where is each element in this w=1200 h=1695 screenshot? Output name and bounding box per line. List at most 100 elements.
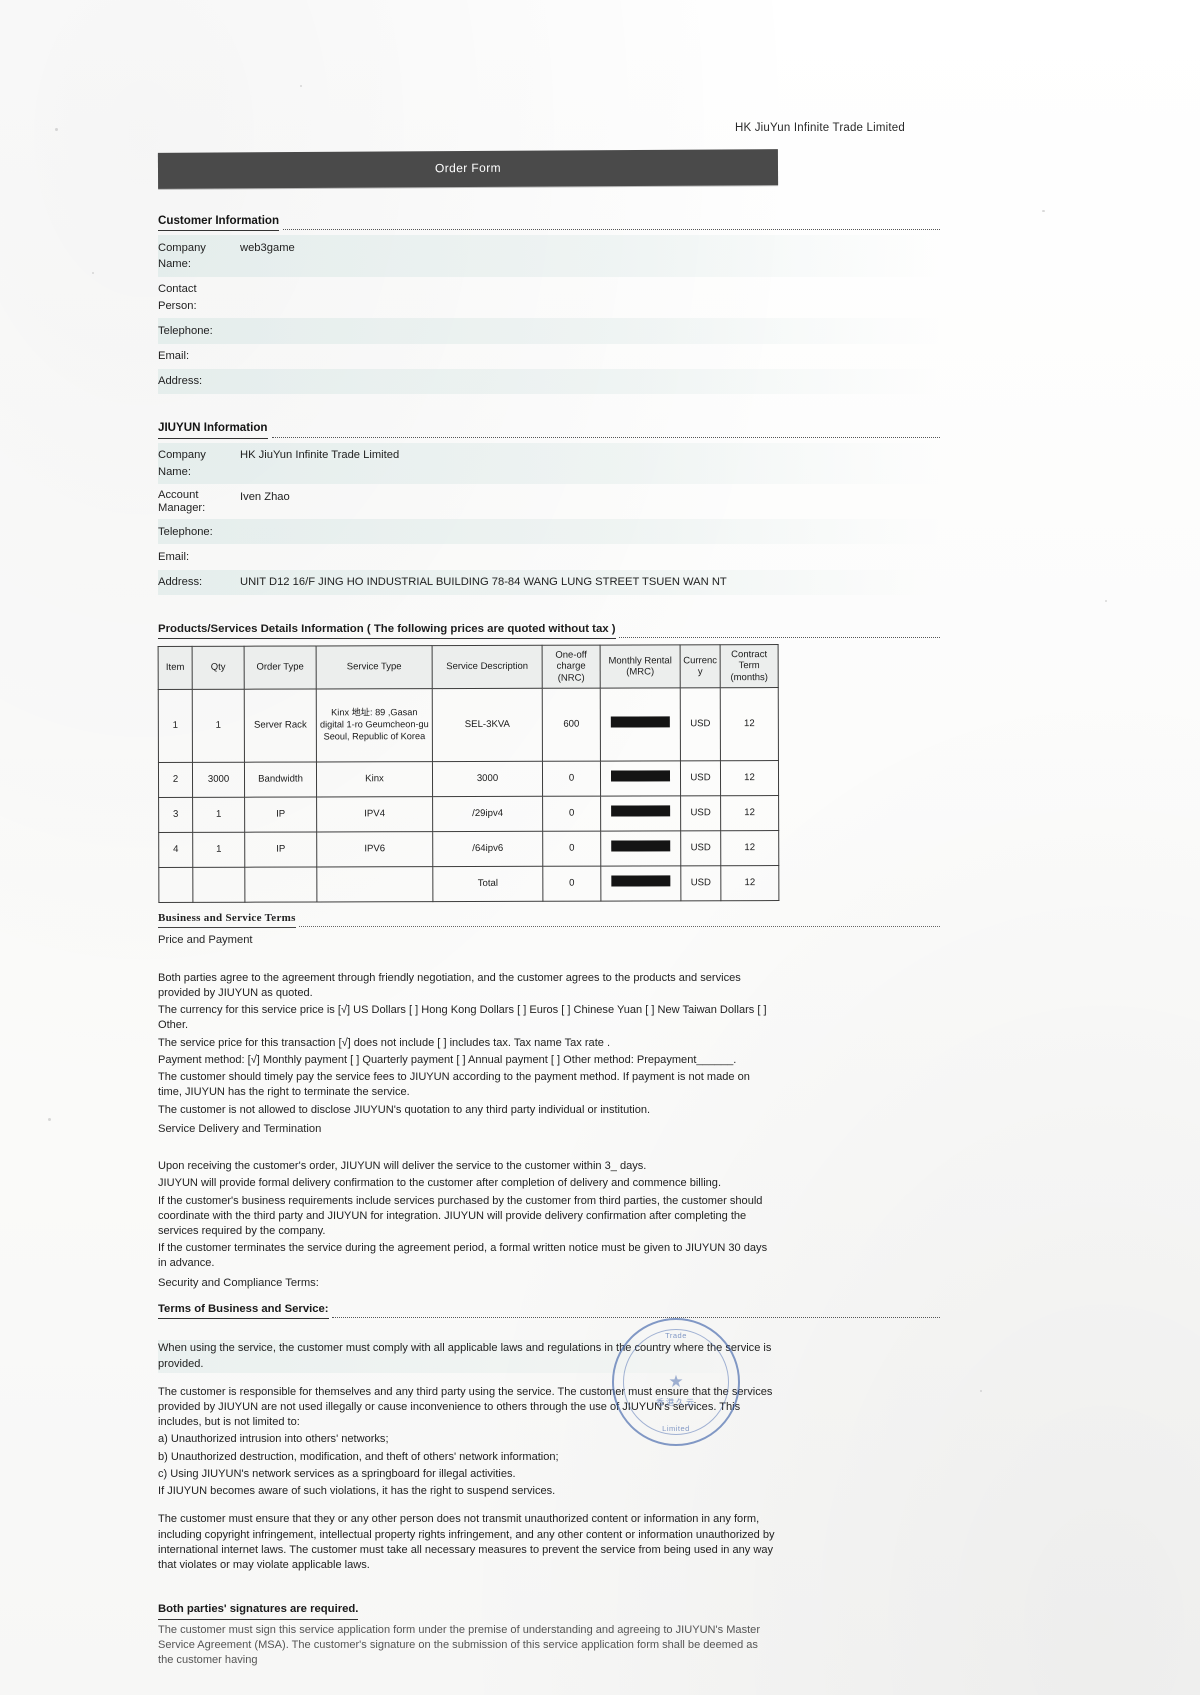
field-jiuyun-account-manager: Account Manager: Iven Zhao	[158, 484, 940, 519]
cell-total-label: Total	[432, 866, 543, 903]
redaction-bar	[611, 770, 670, 783]
col-qty: Qty	[192, 646, 245, 690]
scan-speck	[55, 128, 58, 131]
products-heading-text: Products/Services Details Information ( …	[158, 621, 616, 640]
cell-currency: USD	[680, 796, 721, 832]
form-sheet: HK JiuYun Infinite Trade Limited Order F…	[140, 120, 940, 1695]
scan-speck	[1042, 210, 1045, 212]
redaction-bar	[611, 875, 671, 888]
cell-order-type: Server Rack	[244, 689, 317, 763]
scan-speck	[980, 1390, 982, 1392]
cell-service-type: IPV4	[316, 797, 433, 833]
order-form-title-bar: Order Form	[157, 148, 779, 189]
heading-rule	[331, 1316, 940, 1319]
business-rule-item-b: b) Unauthorized destruction, modificatio…	[158, 1450, 559, 1463]
field-value: HK JiuYun Infinite Trade Limited	[240, 449, 400, 462]
terms-of-business-heading-text: Terms of Business and Service:	[158, 1301, 329, 1320]
cell-currency: USD	[680, 688, 721, 762]
cell-service-type: IPV6	[316, 832, 433, 868]
cell-item: 1	[158, 689, 193, 764]
business-rule-item-a: a) Unauthorized intrusion into others' n…	[158, 1433, 389, 1446]
field-value: web3game	[240, 241, 295, 254]
cell-service-type: Kinx	[316, 762, 433, 798]
delivery-paragraph: JIUYUN will provide formal delivery conf…	[158, 1177, 722, 1190]
cell-service-description: 3000	[432, 761, 543, 798]
cell-item: 4	[158, 832, 193, 869]
cell-total-term: 12	[720, 866, 779, 902]
field-jiuyun-email: Email:	[158, 544, 940, 569]
field-customer-company-name: Company Name: web3game	[158, 235, 940, 277]
field-customer-contact-person: Contact Person:	[158, 277, 940, 318]
cell-order-type: IP	[244, 797, 317, 833]
company-stamp: Trade ★ 香港久云 Limited	[612, 1318, 740, 1446]
cell-item	[158, 867, 193, 904]
terms-paragraph: The currency for this service price is […	[158, 1004, 767, 1032]
cell-mrc-redacted	[600, 761, 681, 797]
cell-service-description: /64ipv6	[432, 831, 543, 868]
field-label: Address:	[158, 576, 203, 589]
cell-item: 2	[158, 762, 193, 799]
cell-nrc: 0	[542, 831, 601, 867]
terms-paragraph: Both parties agree to the agreement thro…	[158, 971, 741, 999]
col-monthly-rental: Monthly Rental (MRC)	[600, 645, 681, 689]
cell-service-type	[316, 867, 433, 903]
col-currency: Currenc y	[680, 645, 721, 689]
cell-mrc-redacted	[600, 831, 681, 867]
cell-nrc: 0	[542, 761, 601, 797]
cell-mrc-redacted	[600, 796, 681, 832]
terms-paragraph: The customer is not allowed to disclose …	[158, 1103, 651, 1116]
jiuyun-information-heading: JIUYUN Information	[158, 420, 940, 439]
business-terms-heading-text: Business and Service Terms	[158, 911, 296, 929]
cell-total-currency: USD	[680, 866, 721, 902]
cell-qty: 1	[192, 797, 245, 833]
products-table-header-row: Item Qty Order Type Service Type Service…	[158, 644, 779, 691]
cell-qty: 1	[192, 689, 245, 763]
table-row: 2 3000 Bandwidth Kinx 3000 0 USD 12	[158, 761, 779, 799]
scan-speck	[48, 1118, 51, 1121]
col-service-description: Service Description	[432, 645, 543, 690]
field-value: Iven Zhao	[240, 490, 290, 503]
business-rule-item-c: c) Using JIUYUN's network services as a …	[158, 1467, 516, 1480]
heading-rule	[271, 436, 940, 438]
table-row: 1 1 Server Rack Kinx 地址: 89 ,Gasan digit…	[158, 688, 779, 764]
field-label: Address:	[158, 375, 203, 388]
delivery-paragraph: Upon receiving the customer's order, JIU…	[158, 1160, 647, 1173]
cell-order-type: Bandwidth	[244, 762, 317, 798]
col-item: Item	[158, 646, 193, 691]
heading-rule	[298, 925, 940, 928]
field-customer-telephone: Telephone:	[158, 318, 940, 344]
signatures-required-heading: Both parties' signatures are required.	[158, 1601, 940, 1620]
delivery-paragraph: If the customer's business requirements …	[158, 1194, 763, 1237]
table-row: 3 1 IP IPV4 /29ipv4 0 USD 12	[158, 796, 779, 834]
signatures-required-heading-text: Both parties' signatures are required.	[158, 1601, 359, 1620]
stamp-center-text: 香港久云	[656, 1397, 696, 1407]
cell-service-description: SEL-3KVA	[432, 688, 543, 763]
document-header-company: HK JiuYun Infinite Trade Limited	[734, 122, 905, 134]
scan-speck	[300, 85, 302, 87]
table-total-row: Total 0 USD 12	[158, 866, 779, 904]
field-label: Contact Person:	[158, 283, 197, 312]
table-row: 4 1 IP IPV6 /64ipv6 0 USD 12	[158, 831, 779, 869]
field-customer-address: Address:	[158, 368, 940, 395]
cell-currency: USD	[680, 761, 721, 797]
stamp-star-icon: ★	[668, 1372, 684, 1391]
order-form-title: Order Form	[434, 160, 502, 176]
cell-service-description: /29ipv4	[432, 796, 543, 833]
redaction-bar	[611, 805, 670, 818]
heading-rule	[618, 636, 940, 639]
field-jiuyun-telephone: Telephone:	[158, 519, 940, 545]
cell-total-mrc-redacted	[600, 866, 681, 902]
products-table: Item Qty Order Type Service Type Service…	[158, 644, 780, 904]
business-rule-paragraph: The customer must ensure that they or an…	[158, 1513, 775, 1572]
redaction-bar	[611, 840, 670, 853]
col-service-type: Service Type	[316, 645, 433, 690]
cell-order-type	[244, 867, 317, 903]
terms-of-business-heading: Terms of Business and Service:	[158, 1301, 940, 1320]
cell-qty	[192, 867, 245, 903]
field-label: Company Name:	[158, 241, 206, 271]
field-customer-email: Email:	[158, 344, 940, 369]
scan-speck	[1105, 600, 1107, 602]
heading-rule	[283, 228, 940, 231]
cell-contract-term: 12	[720, 831, 779, 867]
